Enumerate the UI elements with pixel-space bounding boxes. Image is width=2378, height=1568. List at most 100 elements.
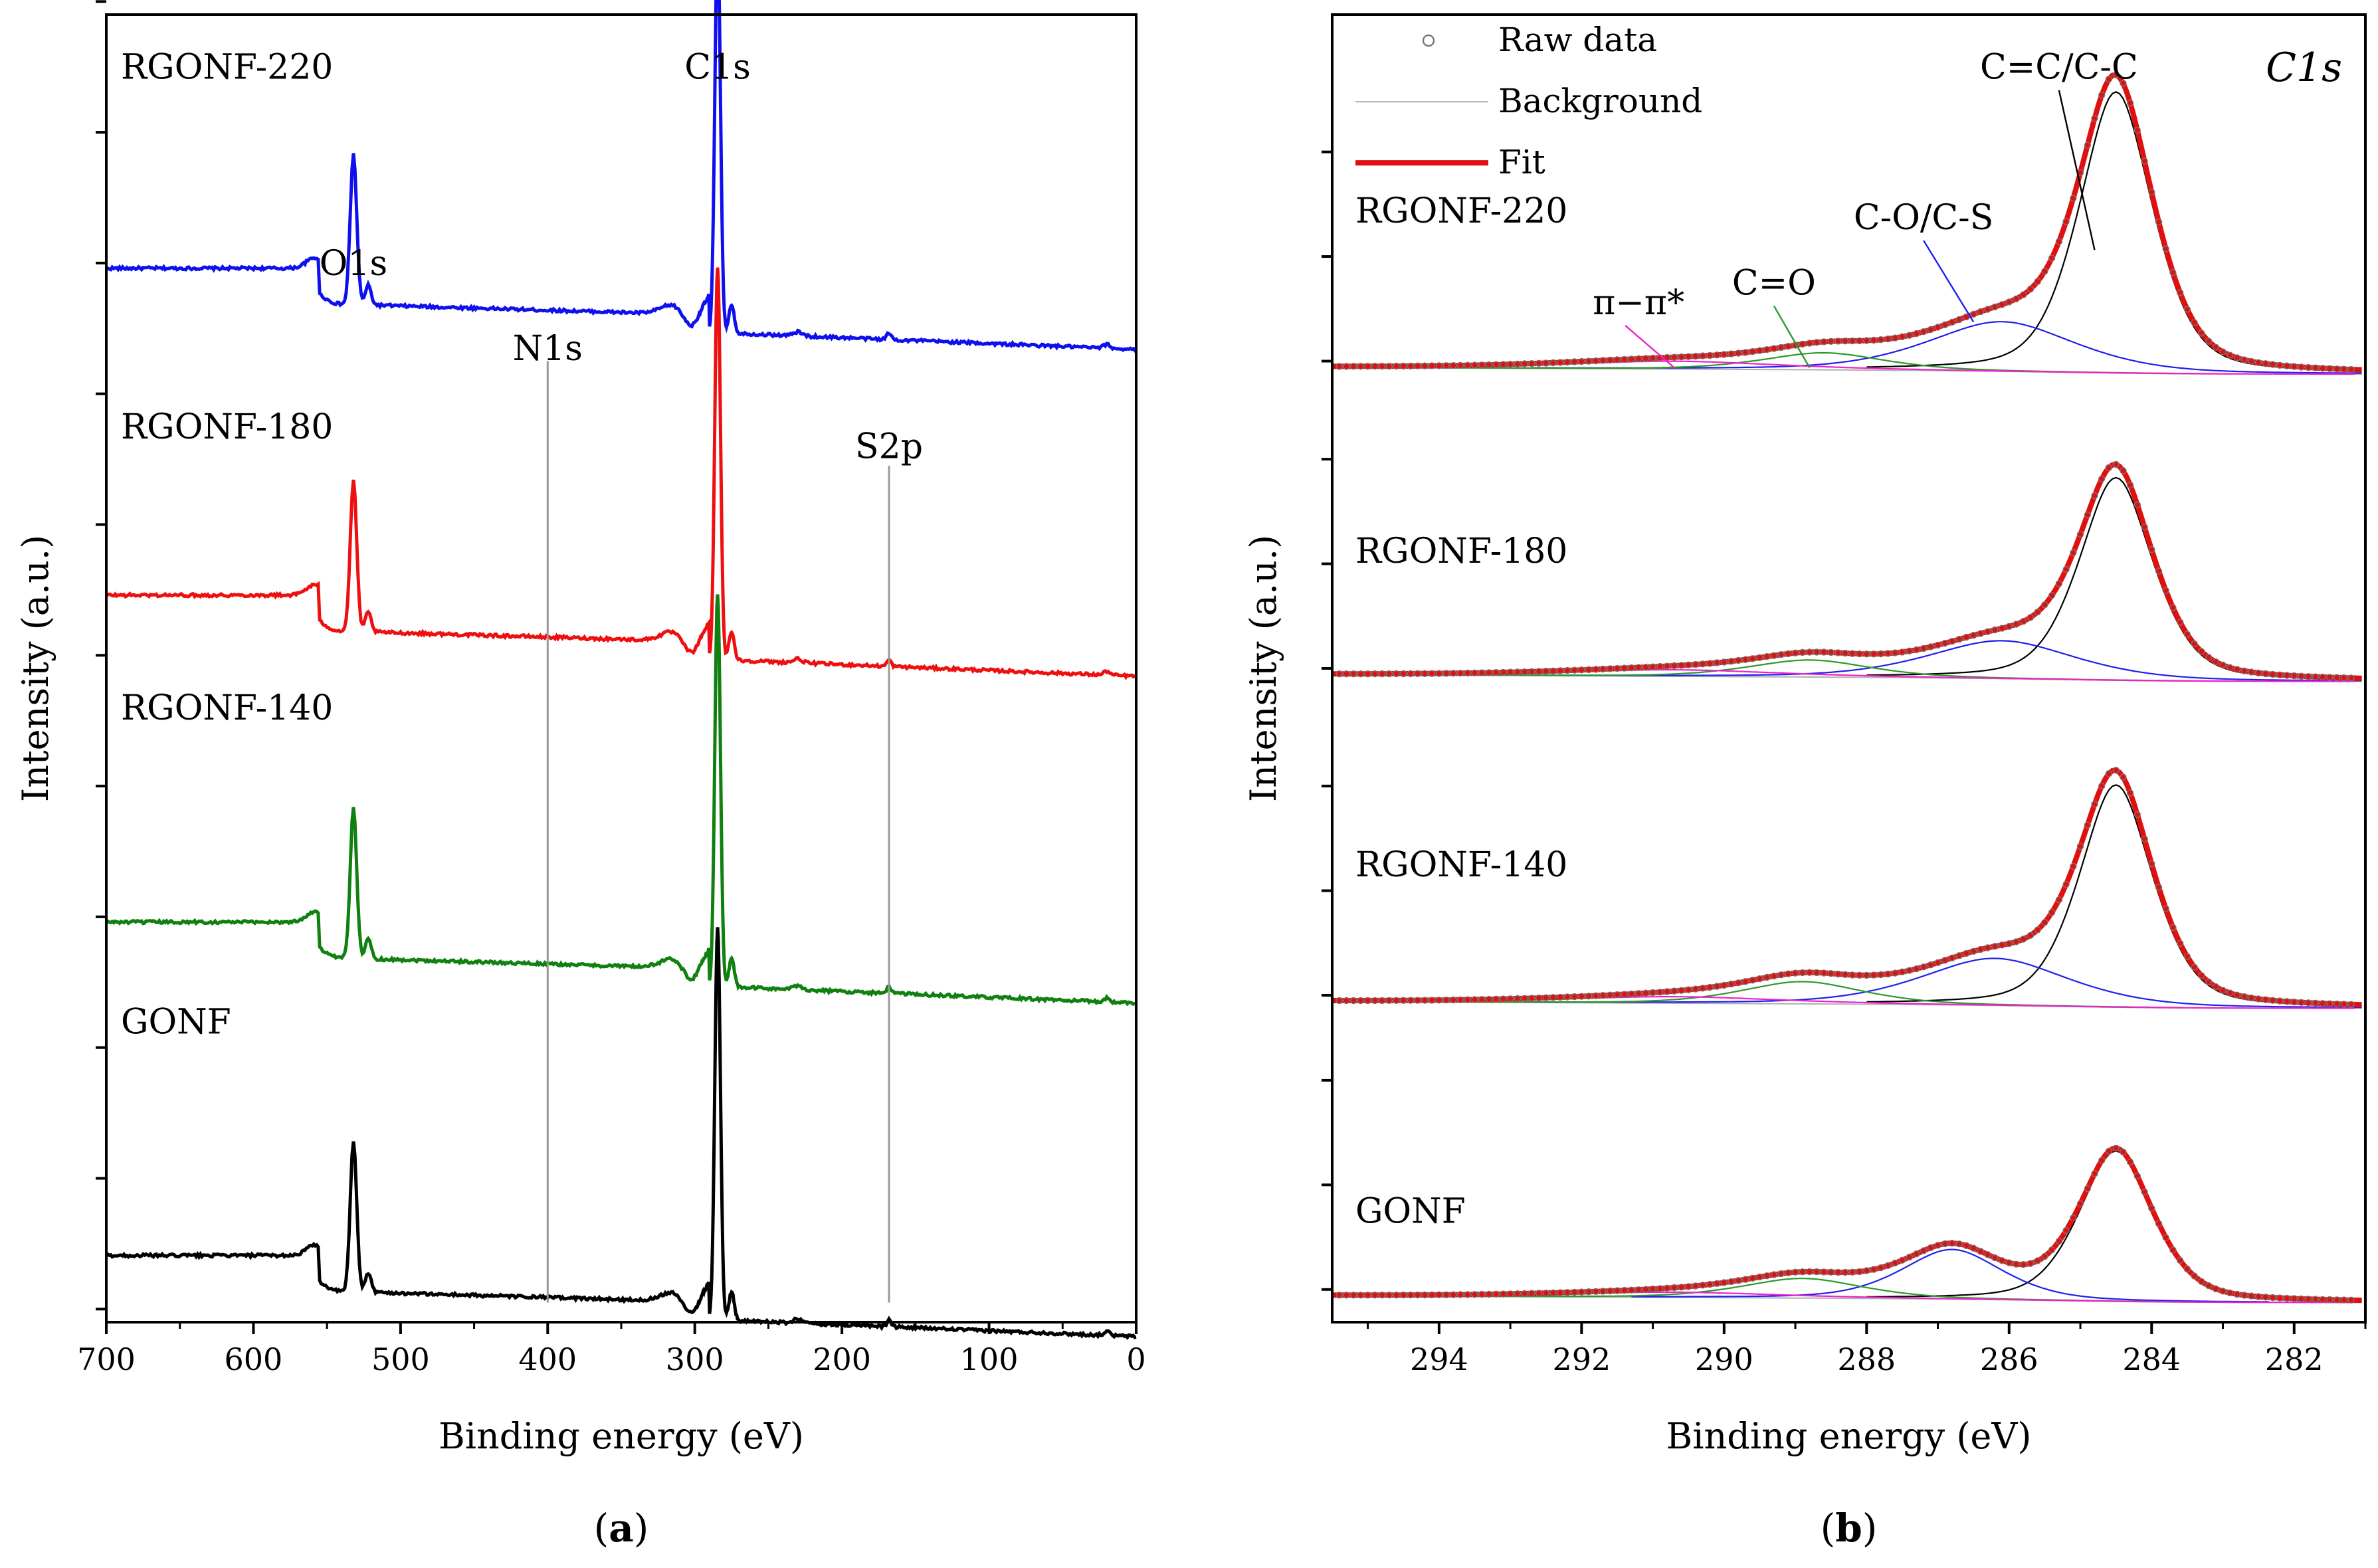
raw-point [1699,1282,1706,1289]
raw-point [2027,614,2034,621]
survey-curve-rgonf-140 [106,594,1137,1007]
raw-point [1913,330,1920,338]
raw-point [1478,996,1486,1003]
raw-point [2176,1256,2184,1264]
component-pointer-c-o-c-s [1923,240,1975,323]
raw-point [2155,1220,2163,1227]
raw-point [1399,362,1407,370]
raw-point [1841,971,1849,979]
raw-point [2169,269,2177,276]
raw-point [2326,1296,2333,1304]
series-label-rgonf-140: RGONF-140 [121,688,333,728]
series-label-rgonf-180: RGONF-180 [121,407,333,447]
raw-point [1578,357,1585,365]
raw-point [2091,115,2098,122]
raw-point [1884,1262,1892,1270]
raw-point [2262,360,2270,367]
raw-point [1535,1290,1543,1297]
raw-point [1820,1268,1828,1276]
raw-point [2298,672,2305,680]
raw-point [1592,357,1600,365]
raw-point [2298,1295,2305,1303]
panel-a-ticks: 700 600 500 400 300 200 100 0 [77,0,1146,1377]
raw-point [1749,347,1756,355]
raw-point [2070,195,2077,202]
raw-point [1777,343,1785,351]
raw-point [1913,1250,1920,1258]
raw-point [1863,650,1870,658]
series-label-rgonf-180: RGONF-180 [1355,532,1567,571]
raw-point [1407,1291,1415,1299]
raw-point [1521,995,1528,1002]
raw-point [1343,363,1350,370]
raw-point [1741,1276,1749,1283]
raw-point [2105,770,2113,777]
raw-point [1621,1286,1628,1294]
raw-point [1542,359,1549,367]
raw-point [2276,671,2284,678]
raw-point [1578,1288,1585,1296]
raw-point [1442,362,1450,369]
legend-marker-raw-data [1422,34,1435,47]
raw-point [1592,992,1600,999]
raw-point [1506,361,1514,368]
raw-point [1435,670,1443,677]
raw-point [2005,298,2013,306]
raw-point [1542,668,1549,675]
raw-point [2340,674,2348,682]
raw-point [1642,664,1650,671]
raw-point [2084,511,2092,519]
raw-point [1549,994,1557,1001]
raw-point [2019,618,2027,625]
peak-label-c1s: C1s [684,48,751,88]
panel-b-label: (b) [1821,1506,1878,1551]
raw-point [2048,592,2056,599]
raw-point [1421,670,1429,677]
raw-point [1991,943,1999,950]
raw-point [1934,324,1941,331]
raw-point [1414,362,1421,369]
fit-rgonf-180 [1332,461,2362,681]
raw-point [2326,1000,2333,1007]
raw-point [1349,363,1357,370]
raw-point [1870,971,1878,979]
raw-point [1421,362,1429,369]
raw-point [1456,996,1464,1004]
raw-point [1791,1268,1799,1276]
raw-point [1969,1244,1977,1252]
raw-point [1514,360,1522,368]
raw-point [2319,673,2326,681]
raw-point [1692,660,1700,668]
raw-point [1884,970,1892,978]
raw-point [1378,997,1386,1005]
raw-point [2133,1172,2141,1180]
raw-point [1528,360,1536,367]
raw-point [2226,989,2234,997]
raw-point [1684,353,1692,360]
raw-point [1456,670,1464,677]
raw-point [1870,336,1878,344]
raw-point [1357,1292,1365,1299]
raw-point [1435,362,1443,369]
raw-point [1713,351,1721,359]
raw-point [1478,669,1486,676]
raw-point [2126,481,2134,489]
raw-point [2070,1214,2077,1222]
series-label-gonf: GONF [1355,1192,1466,1232]
raw-point [1820,969,1828,977]
raw-point [1621,355,1628,363]
raw-point [1777,971,1785,979]
raw-point [1535,359,1543,367]
raw-point [2155,567,2163,575]
x-tick-label-300: 300 [666,1341,724,1377]
raw-point [1385,670,1393,678]
survey-curve-rgonf-180 [106,267,1137,680]
raw-point [1799,1268,1807,1276]
x-tick-label-284: 284 [2122,1341,2181,1377]
raw-point [2269,1294,2276,1302]
raw-point [1435,1291,1443,1299]
raw-point [1941,321,1949,328]
raw-point [2183,306,2191,313]
raw-point [1336,997,1343,1005]
raw-point [2048,254,2056,262]
